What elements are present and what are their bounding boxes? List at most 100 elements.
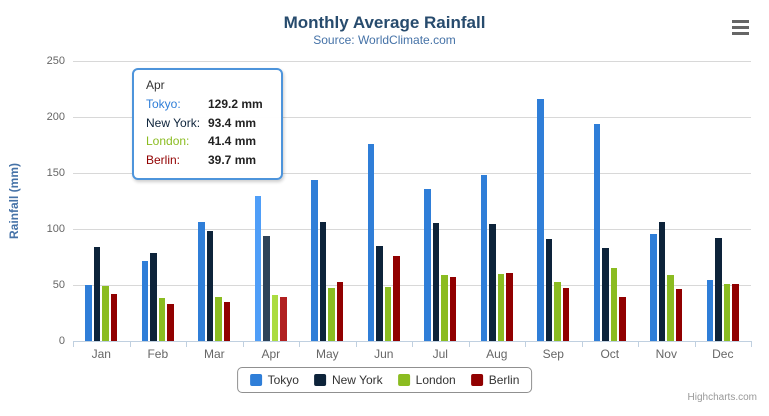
bar-new-york-feb[interactable] [150, 252, 157, 341]
x-axis-tick [242, 342, 244, 347]
bar-new-york-jan[interactable] [93, 247, 101, 341]
bar-tokyo-oct[interactable] [593, 123, 601, 341]
tooltip-series-value: 41.4 mm [208, 134, 257, 148]
legend-swatch-icon [397, 374, 410, 386]
x-axis-tick [751, 342, 752, 347]
bar-new-york-nov[interactable] [658, 221, 666, 341]
bar-new-york-jul[interactable] [432, 223, 440, 341]
bar-london-nov[interactable] [667, 274, 674, 341]
bar-london-feb[interactable] [158, 297, 166, 341]
y-gridline [73, 285, 751, 286]
y-gridline [73, 61, 751, 62]
bar-tokyo-apr[interactable] [254, 196, 262, 341]
bar-tokyo-aug[interactable] [480, 174, 488, 341]
tooltip-series-label: New York: [146, 115, 201, 130]
bar-london-jul[interactable] [441, 274, 448, 341]
tooltip-header: Apr [146, 78, 165, 92]
bar-london-oct[interactable] [610, 268, 618, 341]
bar-new-york-sep[interactable] [545, 238, 553, 341]
legend-item-berlin[interactable]: Berlin [470, 373, 520, 387]
tooltip-series-value: 39.7 mm [208, 152, 257, 167]
x-axis-line [73, 341, 752, 342]
x-axis-tick [299, 342, 300, 347]
y-axis-tick-label: 150 [46, 167, 65, 179]
legend-item-label: New York [331, 373, 383, 387]
bar-berlin-may[interactable] [336, 282, 344, 341]
x-axis-tick [412, 342, 413, 347]
tooltip-series-value: 93.4 mm [208, 115, 257, 130]
bar-berlin-nov[interactable] [675, 288, 683, 341]
bar-london-aug[interactable] [497, 274, 505, 341]
x-axis-category-label: Sep [542, 347, 564, 361]
x-axis-category-label: Jan [91, 347, 111, 361]
bar-tokyo-sep[interactable] [537, 98, 544, 341]
legend: Tokyo New York London Berlin [236, 367, 533, 393]
bar-new-york-may[interactable] [319, 222, 327, 341]
tooltip-row: London: 41.4 mm [146, 132, 263, 151]
x-axis-tick [468, 342, 470, 347]
legend-item-label: Berlin [488, 373, 520, 387]
bar-new-york-jun[interactable] [376, 246, 383, 341]
x-axis-category-label: Aug [486, 347, 508, 361]
bar-london-may[interactable] [328, 288, 335, 341]
bar-tokyo-nov[interactable] [650, 233, 657, 341]
context-menu-button[interactable] [732, 19, 752, 39]
bar-berlin-mar[interactable] [223, 302, 231, 341]
bar-london-sep[interactable] [554, 282, 561, 341]
legend-item-new-york[interactable]: New York [313, 373, 383, 387]
bar-berlin-sep[interactable] [562, 287, 570, 341]
tooltip: Apr Tokyo: 129.2 mm New York: 93.4 mm London… [132, 68, 283, 180]
bar-tokyo-dec[interactable] [706, 280, 714, 341]
bar-new-york-oct[interactable] [602, 247, 609, 341]
bar-london-dec[interactable] [723, 283, 731, 341]
x-axis-tick [638, 342, 639, 347]
y-gridline [73, 173, 751, 174]
bar-tokyo-may[interactable] [311, 179, 318, 341]
y-axis-tick-label: 100 [46, 223, 65, 235]
credits-link[interactable]: Highcharts.com [687, 392, 757, 403]
y-gridline [73, 117, 751, 118]
bar-new-york-dec[interactable] [715, 237, 722, 341]
bar-tokyo-jul[interactable] [424, 189, 431, 341]
x-axis-category-label: Feb [147, 347, 169, 361]
bar-berlin-jul[interactable] [449, 276, 457, 341]
bar-tokyo-mar[interactable] [198, 221, 205, 341]
hamburger-icon [732, 32, 749, 35]
x-axis-category-label: Mar [203, 347, 225, 361]
bar-london-apr[interactable] [271, 294, 279, 341]
bar-tokyo-jan[interactable] [85, 285, 92, 341]
bar-new-york-mar[interactable] [206, 230, 214, 341]
legend-swatch-icon [313, 374, 326, 386]
bar-berlin-oct[interactable] [619, 297, 626, 341]
bar-london-jan[interactable] [102, 286, 109, 341]
bar-berlin-feb[interactable] [167, 303, 174, 341]
legend-item-tokyo[interactable]: Tokyo [249, 373, 299, 387]
bar-london-jun[interactable] [384, 286, 392, 341]
x-axis-category-label: Apr [261, 347, 281, 361]
tooltip-table: Tokyo: 129.2 mm New York: 93.4 mm London: 41.… [146, 95, 263, 169]
y-axis-tick-label: 250 [46, 55, 65, 67]
bar-new-york-apr[interactable] [263, 236, 270, 341]
x-axis-category-label: May [315, 347, 339, 361]
tooltip-series-label: Berlin: [146, 152, 181, 167]
bar-berlin-aug[interactable] [506, 273, 513, 341]
x-axis-tick [186, 342, 187, 347]
legend-swatch-icon [249, 374, 262, 386]
hamburger-icon [732, 26, 749, 29]
bar-tokyo-jun[interactable] [367, 143, 375, 341]
bar-tokyo-feb[interactable] [141, 260, 149, 341]
x-axis-category-label: Nov [655, 347, 677, 361]
y-axis-tick-label: 0 [58, 335, 65, 347]
bar-berlin-apr[interactable] [280, 296, 287, 341]
x-axis-category-label: Jul [432, 347, 448, 361]
x-axis-tick [355, 342, 357, 347]
legend-item-london[interactable]: London [397, 373, 456, 387]
bar-berlin-jun[interactable] [393, 256, 400, 341]
bar-new-york-aug[interactable] [489, 224, 496, 341]
bar-london-mar[interactable] [215, 297, 222, 341]
x-axis-category-label: Dec [712, 347, 734, 361]
tooltip-series-value: 129.2 mm [208, 97, 263, 111]
bar-berlin-jan[interactable] [110, 293, 118, 341]
bar-berlin-dec[interactable] [732, 283, 739, 341]
